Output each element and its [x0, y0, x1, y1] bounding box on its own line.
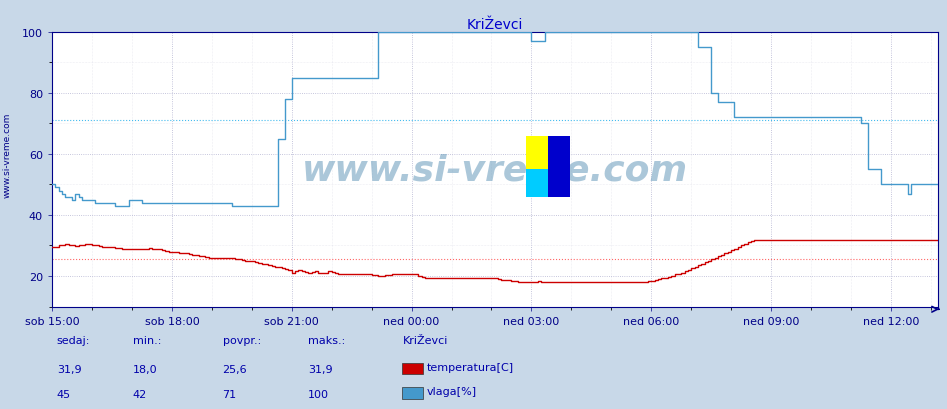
FancyBboxPatch shape: [526, 170, 548, 197]
Text: 100: 100: [308, 389, 329, 399]
Text: 71: 71: [223, 389, 237, 399]
FancyBboxPatch shape: [548, 137, 570, 197]
Text: vlaga[%]: vlaga[%]: [426, 386, 476, 396]
Text: 42: 42: [133, 389, 147, 399]
Text: 18,0: 18,0: [133, 364, 157, 374]
FancyBboxPatch shape: [526, 137, 548, 170]
Text: 25,6: 25,6: [223, 364, 247, 374]
Text: 31,9: 31,9: [57, 364, 81, 374]
Text: povpr.:: povpr.:: [223, 335, 260, 346]
Title: KriŽevci: KriŽevci: [467, 18, 523, 31]
Text: sedaj:: sedaj:: [57, 335, 90, 346]
Text: KriŽevci: KriŽevci: [402, 335, 448, 346]
Text: 45: 45: [57, 389, 71, 399]
Text: www.si-vreme.com: www.si-vreme.com: [3, 113, 12, 198]
Text: temperatura[C]: temperatura[C]: [426, 362, 513, 372]
Text: min.:: min.:: [133, 335, 161, 346]
Text: maks.:: maks.:: [308, 335, 345, 346]
Text: www.si-vreme.com: www.si-vreme.com: [302, 153, 688, 187]
Text: 31,9: 31,9: [308, 364, 332, 374]
